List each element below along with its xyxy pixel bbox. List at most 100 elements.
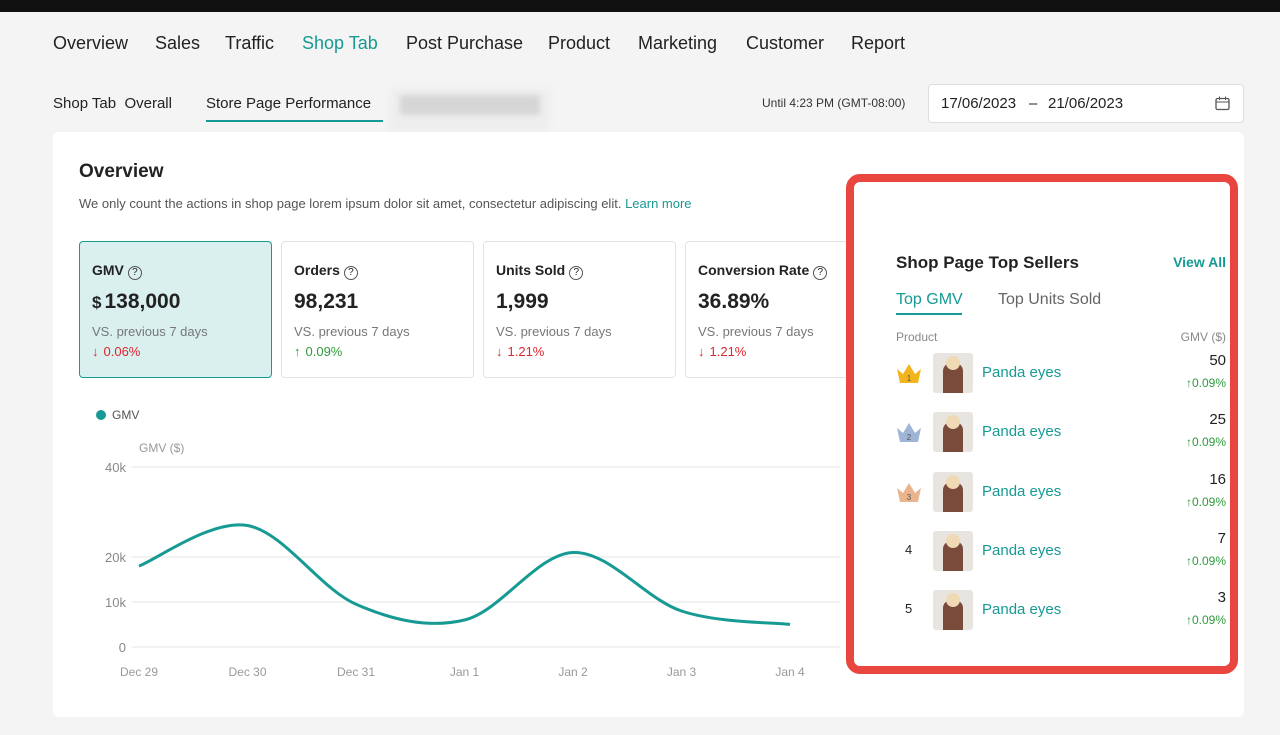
metric-compare: VS. previous 7 days [496,324,612,339]
product-image [933,590,973,631]
seller-row[interactable]: 4 Panda eyes 7 ↑0.09% [854,529,1230,571]
help-icon: ? [813,266,828,280]
nav-tab[interactable]: Sales [155,33,201,53]
subnav-tab[interactable]: Shop Tab Overall [53,95,172,112]
metric-label: GMV? [92,262,142,280]
product-name[interactable]: Panda eyes [982,364,1062,381]
label: GMV [92,262,124,278]
line [138,523,791,626]
change: 0.09% [1191,613,1226,628]
product-name[interactable]: Panda eyes [982,423,1062,441]
overview-title: Overview [79,161,164,182]
help-icon: ? [343,266,358,280]
nav-tab[interactable]: Traffic [225,33,275,53]
currency: $ [92,293,102,312]
metric-change: ↓ 0.06% [92,344,140,359]
subnav-tab[interactable]: Store Page Performance [206,95,372,112]
seller-row[interactable]: 1 Panda eyes 50 ↑0.09% [854,352,1230,393]
y-tick-label: 0 [119,640,126,655]
top-sellers-panel: Shop Page Top Sellers View All Top GMV To… [846,174,1238,674]
nav-tab[interactable]: Marketing [638,33,718,53]
metric-value: 36.89% [698,290,769,314]
panel-tab[interactable]: Top Units Sold [998,291,1102,308]
rank: 2 [907,433,912,442]
product-name[interactable]: Panda eyes [982,601,1062,619]
panel-tab[interactable]: Top GMV [896,291,963,308]
overview-description: We only count the actions in shop page l… [79,196,692,211]
nav-tab[interactable]: Product [548,33,611,53]
learn-more[interactable]: Learn more [625,196,692,211]
date-start: 17/06/2023 [941,95,1017,112]
description: We only count the actions in shop page l… [79,196,622,211]
x-tick-label: Dec 31 [337,665,375,679]
legend-dot [96,410,106,420]
date-end: 21/06/2023 [1048,95,1124,112]
rank: 1 [907,374,912,383]
face [946,533,960,548]
subnav-underline [206,120,383,122]
gmv-change: ↑0.09% [1186,495,1226,509]
product-image [933,471,973,512]
metric-card[interactable]: Conversion Rate? 36.89% VS. previous 7 day… [685,241,878,378]
until: Until 4:23 PM (GMT-08:00) [762,96,906,110]
crown: 3 [897,482,921,502]
nav-tab[interactable]: Shop Tab [302,33,378,53]
nav-tab[interactable]: Customer [746,33,825,53]
arrow: ↑ [1185,494,1192,509]
y-tick-label: 20k [105,550,126,565]
chart: 0 10k 20k 40k GMV ($) Dec 29 Dec 30 Dec 31 Jan 1… [96,408,840,679]
product-name[interactable]: Panda eyes [982,482,1062,500]
face [946,356,960,370]
top-bar [0,0,1280,12]
crown: 1 [897,364,921,383]
figure [943,600,963,631]
nav-tab[interactable]: Report [851,33,906,53]
rank: 4 [905,541,913,557]
change: 0.06% [103,344,141,359]
metric-change: ↓ 1.21% [496,344,544,359]
value: 138,000 [104,290,181,313]
face [946,593,960,608]
nav-tab[interactable]: Post Purchase [406,33,524,53]
gmv-value: 50 [1209,352,1226,369]
gmv-change: ↑0.09% [1186,613,1226,627]
date-separator: – [1029,95,1038,112]
seller-row[interactable]: 2 Panda eyes 25 ↑0.09% [854,411,1230,453]
value: 98,231 [294,290,359,313]
crown-shape [897,482,921,502]
metric-card[interactable]: Units Sold? 1,999 VS. previous 7 days ↓ 1.21… [483,241,676,378]
tab-underline [896,313,962,315]
arrow: ↓ [92,344,99,359]
x-tick-label: Dec 29 [120,665,158,679]
gmv-value: 16 [1209,470,1226,488]
product-image [933,530,973,571]
nav-tab[interactable]: Overview [53,33,129,53]
seller-row[interactable]: 3 Panda eyes 16 ↑0.09% [854,470,1230,512]
x-tick-label: Jan 3 [667,665,697,679]
legend-label: GMV [112,408,139,422]
arrow: ↑ [1185,435,1192,450]
date-picker[interactable]: 17/06/2023 – 21/06/2023 [928,84,1244,123]
x-tick-label: Jan 4 [775,665,805,679]
gmv-change: ↑0.09% [1186,376,1226,390]
face [946,474,960,489]
metric-card[interactable]: GMV? $138,000 VS. previous 7 days ↓ 0.06% [79,241,272,378]
column-header: Product [896,330,938,344]
product-image [933,353,973,393]
crown-shape [897,364,921,383]
gmv-value: 7 [1217,529,1226,547]
metric-value: 1,999 [496,290,549,314]
change: 0.09% [1191,376,1226,390]
metric-label: Orders? [294,262,358,280]
seller-row[interactable]: 5 Panda eyes 3 ↑0.09% [854,589,1230,631]
arrow: ↓ [698,344,705,359]
metric-card[interactable]: Orders? 98,231 VS. previous 7 days ↑ 0.09% [281,241,474,378]
view-all[interactable]: View All [1173,254,1226,270]
change: 0.09% [305,344,343,359]
label: Orders [294,262,340,278]
product-image [933,412,973,453]
product-name[interactable]: Panda eyes [982,541,1062,559]
metric-value: $138,000 [92,290,180,314]
figure [943,363,963,393]
